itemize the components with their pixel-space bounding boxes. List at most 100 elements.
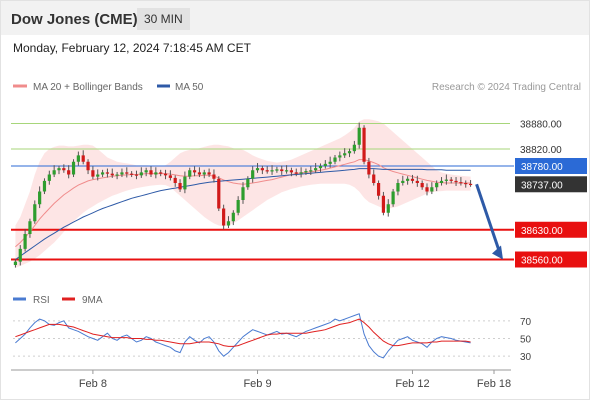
candle — [449, 177, 453, 184]
candle — [299, 167, 303, 178]
candle — [125, 167, 129, 178]
candle-body — [391, 191, 395, 205]
candle — [202, 169, 206, 179]
candle-body — [13, 261, 18, 266]
candle-body — [304, 171, 308, 173]
candle — [352, 140, 356, 154]
candle-body — [144, 170, 148, 173]
candle — [294, 168, 298, 177]
candle-body — [47, 174, 51, 181]
level-label-38560.00: 38560.00 — [521, 256, 563, 267]
candle-body — [415, 180, 419, 183]
candle — [444, 174, 448, 185]
candle-body — [57, 168, 61, 171]
candle-body — [444, 179, 448, 181]
candle — [415, 175, 419, 187]
candle-body — [454, 180, 458, 183]
candle — [318, 163, 323, 172]
candle — [168, 170, 172, 181]
price-plot — [11, 119, 514, 268]
level-box-38780.00 — [515, 158, 587, 174]
candle-body — [425, 187, 429, 192]
candle-body — [410, 178, 415, 181]
forecast-arrowhead — [492, 245, 503, 260]
candle-body — [401, 180, 405, 183]
rsi-line — [15, 313, 471, 359]
candle-body — [183, 176, 187, 190]
candle — [154, 167, 158, 179]
x-axis: Feb 8 Feb 9 Feb 12 Feb 18 — [11, 369, 511, 390]
level-label-38880.00: 38880.00 — [520, 120, 562, 131]
candle-body — [314, 168, 318, 171]
candle-body — [323, 163, 327, 166]
candle-body — [192, 170, 197, 173]
candle — [57, 165, 61, 175]
ma9-legend-label: 9MA — [82, 295, 103, 306]
candle-body — [96, 174, 100, 177]
rsi-legend-label: RSI — [33, 295, 50, 306]
candle-body — [188, 170, 192, 177]
candle-body — [251, 170, 255, 179]
interval-selector[interactable]: 30 MIN — [137, 8, 190, 30]
candle-body — [163, 173, 168, 176]
candle — [110, 168, 114, 178]
candle-body — [38, 191, 42, 205]
candle-body — [260, 168, 264, 171]
candle — [38, 186, 42, 209]
candle-body — [357, 127, 361, 145]
candle-body — [91, 170, 95, 177]
candle — [144, 167, 148, 177]
candle — [464, 180, 468, 188]
header-bar: Dow Jones (CME) 30 MIN — [1, 1, 589, 35]
candle-body — [222, 208, 226, 226]
level-label-38820.00: 38820.00 — [520, 145, 562, 156]
candle-body — [149, 170, 153, 175]
candle — [420, 180, 424, 190]
candle-body — [67, 170, 71, 175]
candle-body — [449, 179, 453, 181]
rsi-ma9-line — [15, 318, 471, 347]
candle — [357, 122, 361, 149]
candle-body — [28, 221, 32, 234]
candle-body — [197, 172, 202, 175]
ma50-legend-label: MA 50 — [175, 82, 204, 93]
level-labels: 38880.00 38820.00 38780.00 38630.00 38560.00… — [515, 120, 587, 268]
candle — [105, 168, 110, 178]
candle — [183, 171, 187, 194]
candle — [23, 228, 27, 252]
candle — [52, 165, 56, 178]
candle-body — [347, 151, 352, 154]
rsi-plot: 70 50 30 — [13, 313, 532, 363]
candle — [376, 180, 381, 200]
rsi-tick-label: 50 — [520, 335, 532, 346]
ma50-line — [15, 168, 471, 260]
candle — [391, 188, 395, 207]
candle-body — [338, 155, 342, 158]
candle-body — [241, 187, 245, 200]
candle — [260, 165, 264, 175]
candle-body — [154, 172, 158, 175]
candle — [212, 169, 216, 183]
candle — [396, 179, 400, 196]
candle-body — [464, 183, 468, 185]
candle — [468, 180, 473, 187]
candle — [401, 175, 405, 186]
candle — [280, 165, 284, 175]
candle — [86, 159, 90, 175]
candle — [309, 166, 313, 175]
candle — [255, 163, 260, 173]
candle — [314, 163, 318, 173]
candle — [265, 166, 269, 174]
candle-body — [23, 234, 27, 249]
candle — [362, 125, 366, 165]
current-price-label: 38737.00 — [521, 180, 563, 191]
ma20-legend-label: MA 20 + Bollinger Bands — [33, 82, 143, 93]
candle-body — [71, 161, 76, 175]
candle-body — [212, 174, 216, 179]
candle — [120, 168, 124, 178]
candle — [173, 175, 177, 187]
candle-body — [76, 155, 80, 162]
candle — [207, 168, 211, 178]
candle — [96, 169, 100, 181]
candle — [410, 174, 415, 184]
